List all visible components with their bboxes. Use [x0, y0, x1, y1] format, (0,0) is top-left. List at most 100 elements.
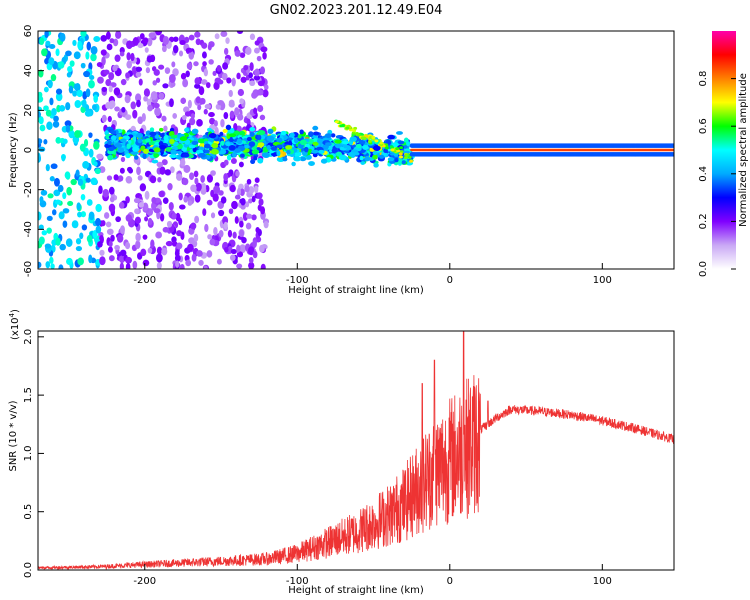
- spectrogram-cell: [194, 77, 201, 85]
- spectrogram-cell: [234, 216, 239, 224]
- spectrogram-cell: [137, 137, 143, 144]
- spectrogram-cell: [90, 45, 98, 55]
- spectrogram-cell: [149, 131, 157, 137]
- spectrogram-cell: [286, 137, 294, 142]
- spectrogram-cell: [154, 107, 161, 117]
- spectrogram-cell: [39, 196, 44, 204]
- spectrogram-cell: [107, 115, 112, 123]
- spectrogram-cell: [170, 81, 176, 87]
- spectrogram-cell: [67, 65, 73, 73]
- spectrogram-cell: [114, 244, 120, 251]
- spectrogram-cell: [202, 208, 207, 217]
- spectrogram-cell: [194, 31, 201, 38]
- spectrogram-cell: [204, 103, 211, 110]
- spectrogram-cell: [116, 133, 122, 138]
- spectrogram-cell: [120, 225, 125, 235]
- spectrogram-cell: [113, 38, 119, 47]
- spectrogram-cell: [142, 153, 147, 160]
- spectrogram-cell: [348, 151, 356, 157]
- spectrogram-cell: [55, 136, 62, 144]
- spectrogram-cell: [44, 31, 49, 39]
- spectrogram-cell: [117, 175, 124, 182]
- spectrogram-cell: [157, 176, 162, 183]
- spectrogram-cell: [374, 139, 379, 143]
- spectrogram-cell: [401, 160, 406, 165]
- spectrogram-cell: [65, 102, 71, 111]
- spectrogram-cell: [134, 208, 140, 214]
- spectrogram-cell: [259, 114, 266, 121]
- spectrogram-cell: [96, 153, 104, 160]
- spectrogram-cell: [68, 85, 74, 94]
- svg-text:(x104): (x104): [8, 309, 21, 340]
- spectrogram-cell: [396, 131, 403, 135]
- spectrogram-cell: [399, 146, 404, 150]
- spectrogram-cell: [226, 154, 232, 161]
- spectrogram-cell: [162, 83, 169, 89]
- spectrogram-cell: [124, 94, 131, 104]
- spectrogram-cell: [236, 263, 243, 269]
- spectrogram-cell: [118, 201, 125, 209]
- spectrogram-cell: [234, 148, 242, 154]
- spectrogram-cell: [147, 247, 153, 254]
- spectrogram-cell: [216, 65, 222, 72]
- spectrogram-cell: [244, 144, 250, 149]
- spectrogram-cell: [208, 59, 214, 65]
- spectrogram-cell: [262, 52, 267, 60]
- spectrogram-cell: [218, 209, 225, 217]
- spectrogram-cell: [256, 89, 264, 96]
- spectrogram-cell: [45, 109, 52, 117]
- spectrogram-cell: [158, 92, 165, 100]
- spectrogram-cell: [353, 126, 358, 130]
- spectrogram-cell: [286, 149, 291, 155]
- spectrogram-cell: [108, 146, 115, 152]
- spectrogram-cell: [85, 88, 91, 98]
- spectrogram-cell: [205, 82, 211, 89]
- spectrogram-cell: [95, 225, 102, 234]
- spectrogram-cell: [228, 89, 233, 97]
- spectrogram-cell: [217, 99, 225, 106]
- spectrogram-cell: [46, 121, 53, 130]
- spectrogram-cell: [249, 33, 256, 41]
- spectrogram-cell: [240, 204, 246, 210]
- spectrogram-cell: [90, 53, 97, 62]
- spectrogram-cell: [257, 130, 266, 136]
- spectrogram-cell: [41, 48, 48, 57]
- spectrogram-cell: [156, 246, 163, 255]
- spectrogram-cell: [62, 138, 68, 145]
- colorbar-tick-label: 0.4: [698, 166, 709, 182]
- spectrogram-cell: [153, 153, 160, 158]
- spectrogram-cell: [345, 126, 350, 130]
- spectrogram-cell: [119, 262, 124, 269]
- spectrogram-cell: [153, 69, 160, 76]
- spectrogram-cell: [379, 154, 385, 159]
- spectrogram-y-tick-label: 40: [23, 64, 34, 77]
- spectrogram-cell: [194, 83, 201, 89]
- spectrogram-cell: [395, 147, 400, 151]
- spectrogram-x-tick-label: 0: [447, 275, 453, 286]
- spectrogram-cell: [311, 149, 319, 154]
- spectrogram-cell: [176, 242, 183, 250]
- spectrogram-cell: [71, 220, 79, 229]
- spectrogram-cell: [204, 143, 211, 149]
- spectrogram-cell: [324, 133, 332, 139]
- spectrogram-cell: [140, 248, 147, 257]
- spectrogram-cell: [95, 218, 101, 227]
- spectrogram-cell: [120, 138, 127, 143]
- spectrogram-cell: [266, 135, 275, 142]
- spectrogram-cell: [115, 216, 122, 223]
- spectrogram-cell: [125, 241, 131, 250]
- spectrogram-cell: [80, 193, 86, 201]
- spectrogram-cell: [234, 50, 241, 57]
- spectrogram-cell: [193, 170, 199, 178]
- spectrogram-cell: [175, 260, 180, 268]
- spectrogram-cell: [53, 189, 61, 197]
- spectrogram-cell: [245, 222, 252, 230]
- spectrogram-cell: [109, 100, 116, 108]
- spectrogram-cell: [217, 79, 224, 85]
- spectrogram-cell: [312, 131, 320, 136]
- colorbar: 0.0 0.2 0.4 0.6 0.8 Normalized spectral ampl…: [698, 31, 749, 277]
- spectrogram-cell: [193, 61, 199, 67]
- spectrogram-cell: [179, 40, 186, 46]
- spectrogram-cell: [52, 120, 60, 128]
